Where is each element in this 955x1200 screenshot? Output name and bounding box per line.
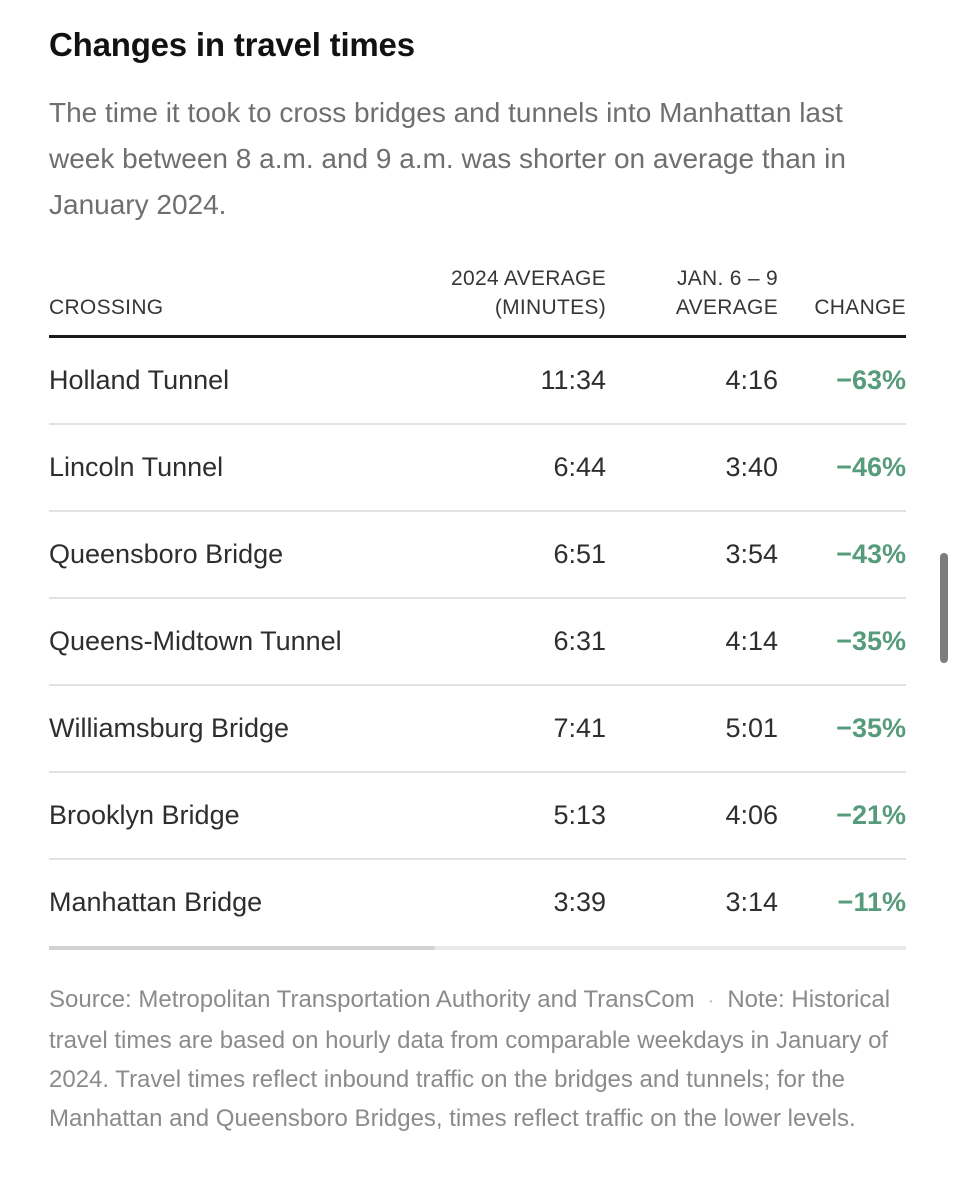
source-note: Source: Metropolitan Transportation Auth… xyxy=(49,980,906,1138)
jan-avg-cell: 4:14 xyxy=(606,597,778,686)
table-row: Queensboro Bridge 6:51 3:54 −43% xyxy=(49,510,906,599)
change-cell: −11% xyxy=(837,887,906,917)
table-bottom-rule xyxy=(49,945,906,950)
column-header-2024-average: 2024 AVERAGE (MINUTES) xyxy=(409,264,606,338)
column-header-change: CHANGE xyxy=(778,264,906,338)
table-row: Williamsburg Bridge 7:41 5:01 −35% xyxy=(49,684,906,773)
jan-avg-cell: 5:01 xyxy=(606,684,778,773)
change-cell: −35% xyxy=(778,597,906,686)
change-cell: −35% xyxy=(778,684,906,773)
avg-2024-cell: 6:44 xyxy=(409,423,606,512)
jan-avg-cell: 3:54 xyxy=(606,510,778,599)
crossing-cell: Holland Tunnel xyxy=(49,336,409,425)
crossing-cell: Queensboro Bridge xyxy=(49,510,409,599)
table-row: Holland Tunnel 11:34 4:16 −63% xyxy=(49,336,906,425)
page-title: Changes in travel times xyxy=(49,26,415,63)
crossing-cell: Manhattan Bridge xyxy=(49,887,263,917)
table-row: Brooklyn Bridge 5:13 4:06 −21% xyxy=(49,771,906,860)
jan-avg-cell: 4:06 xyxy=(606,771,778,860)
jan-avg-cell: 3:14 xyxy=(725,887,778,917)
change-cell: −21% xyxy=(778,771,906,860)
avg-2024-cell: 11:34 xyxy=(409,336,606,425)
jan-avg-cell: 4:16 xyxy=(606,336,778,425)
travel-times-table: CROSSING 2024 AVERAGE (MINUTES) JAN. 6 –… xyxy=(49,264,906,946)
table-row: Manhattan Bridge 3:39 3:14 −11% xyxy=(49,859,906,946)
crossing-cell: Lincoln Tunnel xyxy=(49,423,409,512)
avg-2024-cell: 6:31 xyxy=(409,597,606,686)
column-header-crossing: CROSSING xyxy=(49,264,409,338)
chart-subtitle: The time it took to cross bridges and tu… xyxy=(49,97,846,220)
scrollbar-thumb[interactable] xyxy=(940,553,948,663)
crossing-cell: Queens-Midtown Tunnel xyxy=(49,597,409,686)
separator-dot: · xyxy=(707,989,715,1012)
table-header-row: CROSSING 2024 AVERAGE (MINUTES) JAN. 6 –… xyxy=(49,264,906,338)
table-body: Holland Tunnel 11:34 4:16 −63% Lincoln Tunne… xyxy=(49,336,906,946)
avg-2024-cell: 7:41 xyxy=(409,684,606,773)
change-cell: −43% xyxy=(778,510,906,599)
change-cell: −63% xyxy=(778,336,906,425)
source-text: Source: Metropolitan Transportation Auth… xyxy=(49,985,695,1013)
note-text: Note: Historical travel times are based … xyxy=(49,985,891,1132)
avg-2024-cell: 5:13 xyxy=(409,771,606,860)
change-cell: −46% xyxy=(778,423,906,512)
crossing-cell: Williamsburg Bridge xyxy=(49,684,409,773)
avg-2024-cell: 6:51 xyxy=(409,510,606,599)
table-header: CROSSING 2024 AVERAGE (MINUTES) JAN. 6 –… xyxy=(49,264,906,338)
avg-2024-cell: 3:39 xyxy=(553,887,606,917)
travel-times-card: Changes in travel times The time it took… xyxy=(49,26,906,1138)
table-row: Lincoln Tunnel 6:44 3:40 −46% xyxy=(49,423,906,512)
column-header-jan-average: JAN. 6 – 9 AVERAGE xyxy=(606,264,778,338)
table-row: Queens-Midtown Tunnel 6:31 4:14 −35% xyxy=(49,597,906,686)
crossing-cell: Brooklyn Bridge xyxy=(49,771,409,860)
jan-avg-cell: 3:40 xyxy=(606,423,778,512)
